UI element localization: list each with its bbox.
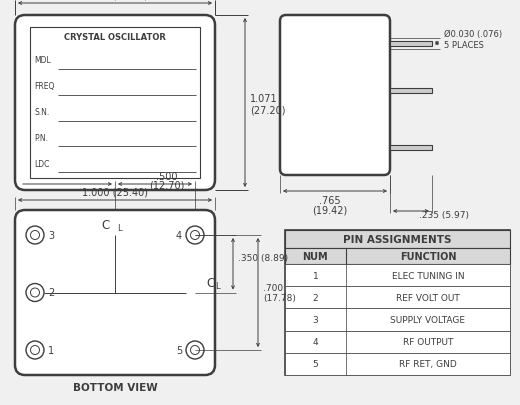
Bar [285,230,510,375]
Text: (17.78): (17.78) [263,293,296,302]
Bar [390,41,432,47]
Text: 1.423 (36.14): 1.423 (36.14) [82,0,148,1]
Text: BOTTOM VIEW: BOTTOM VIEW [73,382,158,392]
Circle shape [186,226,204,244]
FancyBboxPatch shape [280,16,390,175]
Text: RF OUTPUT: RF OUTPUT [402,337,453,346]
Circle shape [26,226,44,244]
Text: 1: 1 [48,345,54,355]
Text: 3: 3 [48,230,54,241]
Text: L: L [215,281,219,290]
Text: (19.42): (19.42) [313,205,348,215]
Text: SUPPLY VOLTAGE: SUPPLY VOLTAGE [391,315,465,324]
Text: L: L [117,224,122,233]
Text: .500: .500 [156,172,178,181]
Text: 1: 1 [313,271,318,280]
Text: LDC: LDC [34,159,49,168]
Text: FREQ: FREQ [34,82,55,91]
Bar [390,145,432,150]
Text: (12.70): (12.70) [149,181,185,190]
FancyBboxPatch shape [15,211,215,375]
Text: ELEC TUNING IN: ELEC TUNING IN [392,271,464,280]
Text: 4: 4 [176,230,182,241]
Text: CRYSTAL OSCILLATOR: CRYSTAL OSCILLATOR [64,32,166,41]
Circle shape [31,345,40,355]
Text: .350 (8.89): .350 (8.89) [238,254,288,262]
Bar [285,248,510,264]
Bar [285,331,510,353]
Circle shape [31,231,40,240]
Text: (27.20): (27.20) [250,105,285,115]
Text: 5: 5 [176,345,182,355]
Circle shape [26,284,44,302]
Text: 5: 5 [313,360,318,369]
Text: 5 PLACES: 5 PLACES [444,40,484,49]
Text: .235 (5.97): .235 (5.97) [419,211,469,220]
Text: 1.000 (25.40): 1.000 (25.40) [82,188,148,198]
Text: 4: 4 [313,337,318,346]
Circle shape [190,231,200,240]
Circle shape [26,341,44,359]
Bar [285,309,510,331]
Bar [285,353,510,375]
Bar [285,264,510,286]
Text: FUNCTION: FUNCTION [400,252,456,261]
Text: PIN ASSIGNMENTS: PIN ASSIGNMENTS [343,234,452,244]
Text: C: C [102,219,110,232]
Bar [30,28,200,179]
Text: 2: 2 [313,293,318,302]
Circle shape [186,341,204,359]
Bar [285,230,510,248]
Text: REF VOLT OUT: REF VOLT OUT [396,293,460,302]
FancyBboxPatch shape [15,16,215,190]
Text: 3: 3 [313,315,318,324]
Text: C: C [206,276,214,289]
Text: NUM: NUM [303,252,328,261]
Text: Ø0.030 (.076): Ø0.030 (.076) [444,30,502,38]
Text: P.N.: P.N. [34,134,48,143]
Text: .765: .765 [319,196,341,205]
Bar [390,88,432,93]
Circle shape [190,345,200,355]
Text: 2: 2 [48,288,54,298]
Bar [285,286,510,309]
Text: S.N.: S.N. [34,108,49,117]
Text: RF RET, GND: RF RET, GND [399,360,457,369]
Circle shape [31,288,40,297]
Text: 1.071: 1.071 [250,93,278,103]
Text: .700: .700 [263,284,283,292]
Text: MDL: MDL [34,56,51,65]
